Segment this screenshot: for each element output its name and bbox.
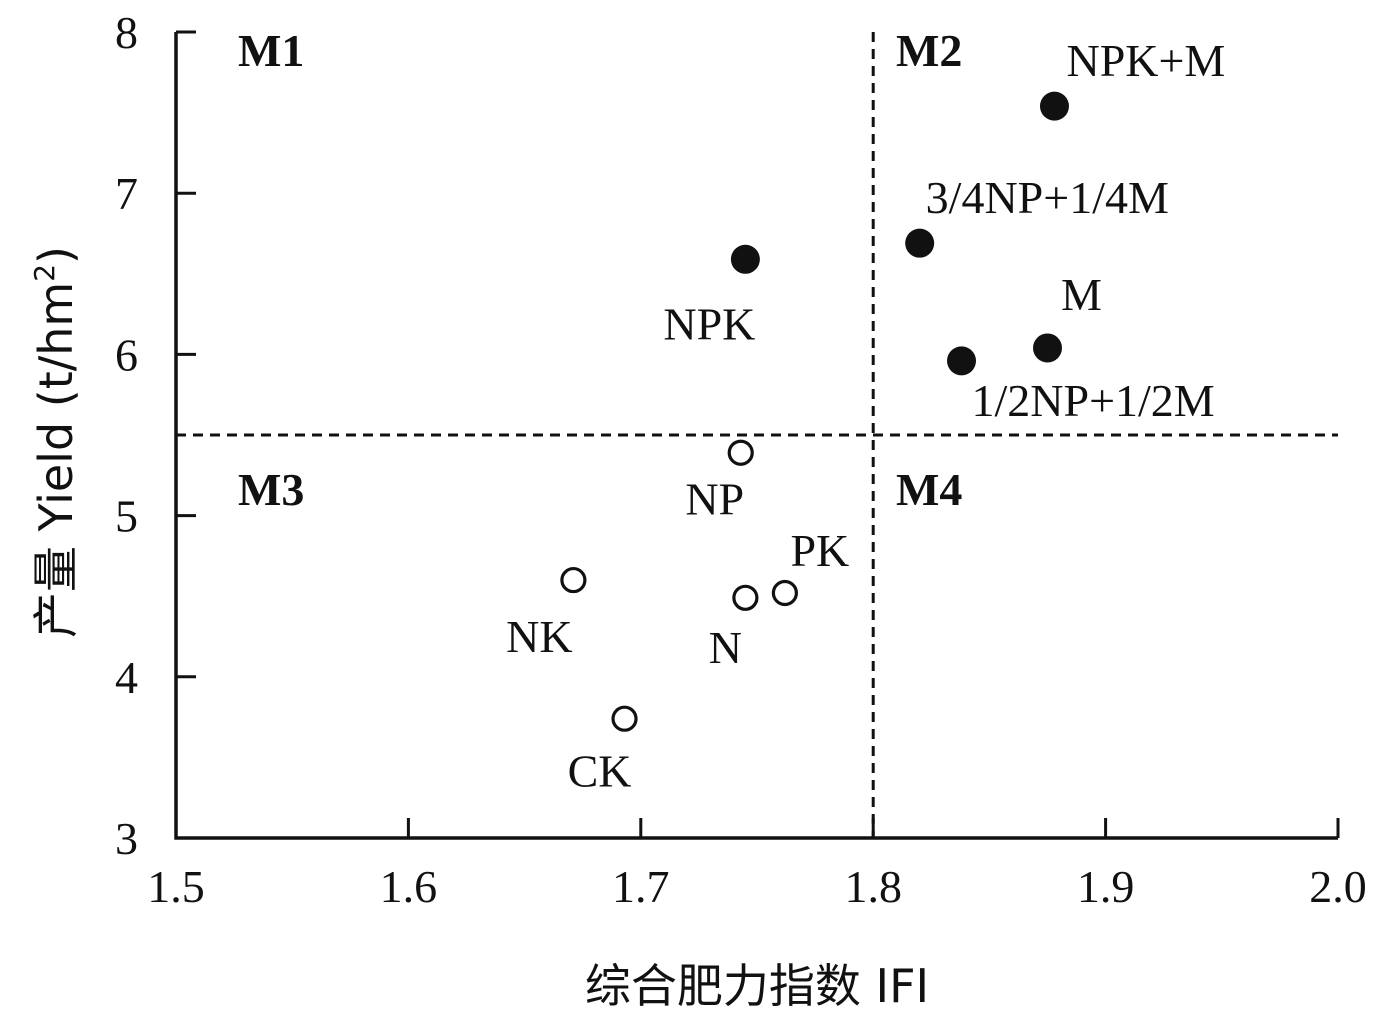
data-point-nk <box>560 566 587 594</box>
data-point-n <box>732 584 759 611</box>
point-label-1-2np-1-2m: 1/2NP+1/2M <box>972 375 1215 426</box>
point-label-ck: CK <box>568 746 632 797</box>
data-point-ck <box>611 705 638 732</box>
y-tick-label: 3 <box>115 813 138 864</box>
x-axis-label: 综合肥力指数 IFI <box>585 959 929 1013</box>
point-label-3-4np-1-4m: 3/4NP+1/4M <box>926 172 1169 223</box>
point-label-nk: NK <box>506 611 572 662</box>
y-tick-label: 4 <box>115 652 138 703</box>
y-tick-label: 5 <box>115 491 138 542</box>
x-tick-label: 1.6 <box>380 861 438 912</box>
y-axis-label-superscript: 2 <box>28 264 61 282</box>
y-tick-label: 8 <box>115 7 138 58</box>
y-axis-label-close: ) <box>29 246 83 264</box>
x-tick-label: 1.9 <box>1077 861 1135 912</box>
quadrant-label-m2: M2 <box>896 25 962 76</box>
point-label-npk: NPK <box>663 298 755 349</box>
x-tick-label: 1.8 <box>844 861 902 912</box>
data-point-m <box>1033 333 1062 363</box>
x-tick-label: 1.5 <box>147 861 205 912</box>
point-label-npk-m: NPK+M <box>1066 35 1225 86</box>
point-label-n: N <box>709 622 742 673</box>
data-point-3-4np-1-4m <box>905 228 935 258</box>
y-tick-label: 6 <box>115 329 138 380</box>
data-point-npk-m <box>1039 91 1069 121</box>
quadrant-label-m3: M3 <box>238 464 304 515</box>
y-axis-label: 产量 Yield (t/hm2) <box>28 246 83 638</box>
x-tick-label: 2.0 <box>1309 861 1367 912</box>
quadrant-label-m1: M1 <box>238 25 304 76</box>
y-axis-label-main: 产量 Yield (t/hm <box>29 282 83 638</box>
x-tick-label: 1.7 <box>612 861 670 912</box>
data-point-1-2np-1-2m <box>947 346 977 376</box>
data-point-pk <box>771 579 798 607</box>
quadrant-label-m4: M4 <box>896 464 962 515</box>
plot-area: 1.5 1.6 1.7 1.8 1.9 2.0 3 4 5 6 7 8 M1 M2 M3 M4 NPK+M 3/4… <box>115 7 1367 912</box>
point-label-np: NP <box>685 474 744 525</box>
data-point-npk <box>730 244 760 274</box>
data-point-np <box>727 439 754 466</box>
y-tick-label: 7 <box>115 168 138 219</box>
point-label-m: M <box>1061 269 1102 320</box>
point-label-pk: PK <box>790 525 849 576</box>
